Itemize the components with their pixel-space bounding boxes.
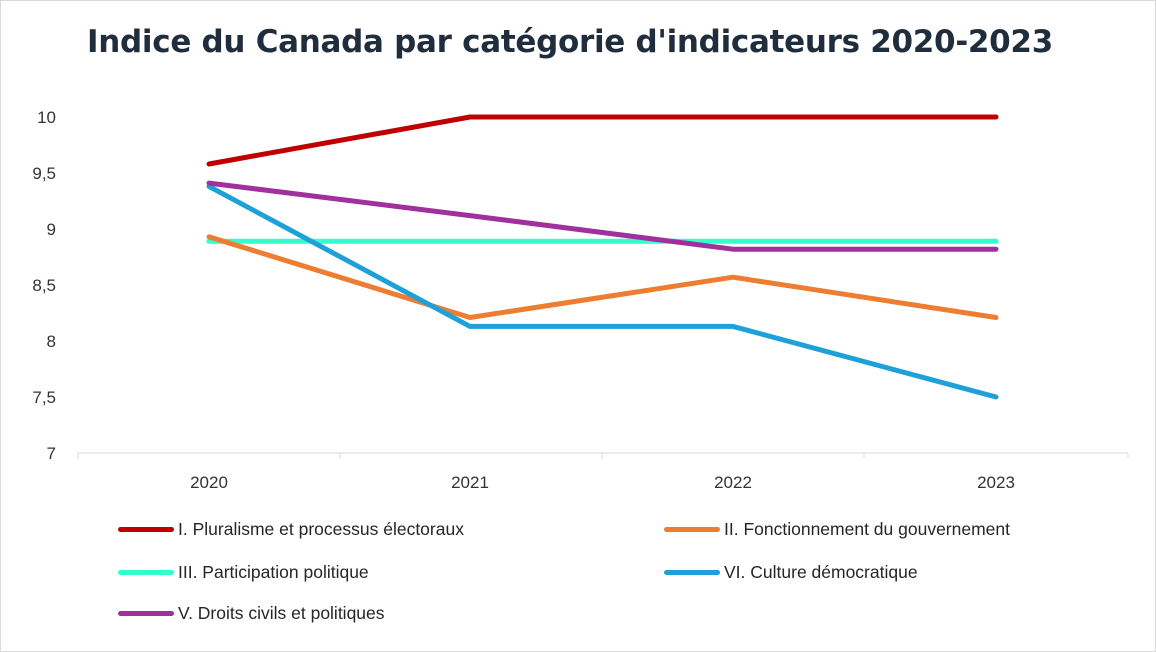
legend-swatch: [664, 526, 720, 532]
y-tick-label: 7,5: [32, 388, 56, 407]
y-tick-label: 9,5: [32, 164, 56, 183]
series-line-5: [206, 180, 999, 252]
legend-swatch: [118, 569, 174, 575]
legend-item: I. Pluralisme et processus électoraux: [118, 517, 464, 541]
series-line-1: [206, 114, 999, 167]
y-tick-label: 8: [47, 332, 56, 351]
legend-label: II. Fonctionnement du gouvernement: [724, 518, 1011, 539]
y-tick-label: 7: [47, 444, 56, 463]
x-tick-label: 2022: [714, 473, 752, 492]
y-tick-label: 8,5: [32, 276, 56, 295]
chart-axes: 7 7,5 8 8,5 9 9,5 10 2020 2021 2022 2023: [32, 108, 1129, 492]
legend-item: V. Droits civils et politiques: [118, 601, 385, 625]
legend-item: III. Participation politique: [118, 560, 369, 584]
chart-series-lines: [206, 114, 999, 400]
legend-swatch: [118, 610, 174, 616]
x-tick-label: 2020: [190, 473, 228, 492]
legend-label: III. Participation politique: [178, 561, 369, 582]
legend-item: II. Fonctionnement du gouvernement: [664, 517, 1010, 541]
series-line-4: [206, 183, 999, 400]
legend-swatch: [118, 526, 174, 532]
x-tick-label: 2023: [977, 473, 1015, 492]
y-tick-label: 10: [37, 108, 56, 127]
legend-item: VI. Culture démocratique: [664, 560, 918, 584]
legend-swatch: [664, 569, 720, 575]
x-tick-label: 2021: [451, 473, 489, 492]
legend-label: VI. Culture démocratique: [724, 561, 918, 582]
y-tick-label: 9: [47, 220, 56, 239]
legend-label: V. Droits civils et politiques: [178, 602, 385, 623]
legend-label: I. Pluralisme et processus électoraux: [178, 518, 464, 539]
chart-title: Indice du Canada par catégorie d'indicat…: [87, 24, 1053, 60]
series-line-2: [206, 234, 999, 320]
